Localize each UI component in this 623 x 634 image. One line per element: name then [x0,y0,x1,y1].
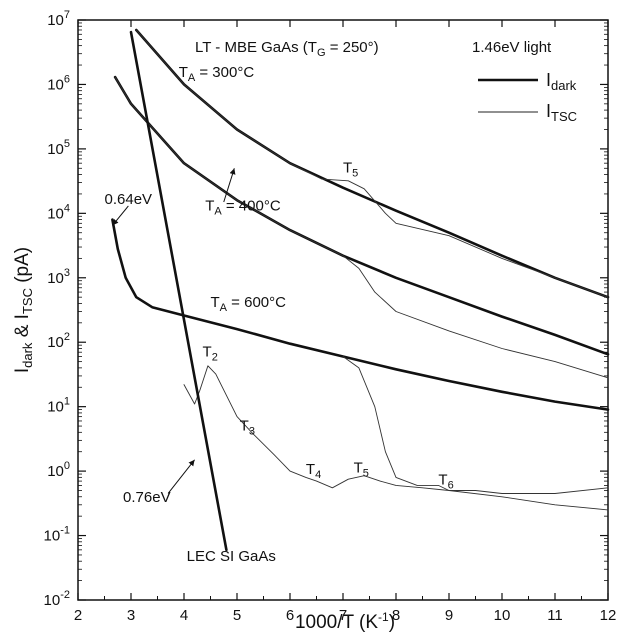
y-tick-label: 101 [47,396,70,416]
x-tick-label: 6 [286,607,294,624]
x-tick-label: 3 [127,607,135,624]
x-tick-label: 5 [233,607,241,624]
legend-label-tsc: ITSC [546,101,577,124]
annotation-arrow [112,205,129,226]
x-tick-label: 7 [339,607,347,624]
y-axis-label: Idark & ITSC (pA) [12,247,35,373]
annotation-label: T2 [203,344,218,364]
annotation-label: TA = 400°C [205,198,281,218]
tsc-curve-1 [135,29,609,298]
annotation-label: T5 [354,460,369,480]
x-tick-label: 11 [547,607,563,624]
annotation-label: T5 [343,160,358,180]
annotation-label: TA = 600°C [211,294,287,314]
x-axis-label: 1000/T (K-1) [295,610,395,633]
y-tick-label: 10-1 [44,525,70,545]
y-tick-label: 103 [47,267,70,287]
x-tick-label: 2 [74,607,82,624]
legend-label-dark: Idark [546,70,577,93]
x-tick-label: 8 [392,607,400,624]
dark-current-curve-7 [129,30,228,552]
y-tick-label: 104 [47,202,70,222]
y-tick-label: 106 [47,73,70,93]
y-tick-label: 105 [47,138,70,158]
chart-title: LT - MBE GaAs (TG = 250°) [195,39,379,59]
x-tick-label: 9 [445,607,453,624]
dark-current-curve-4 [111,218,610,411]
y-tick-label: 10-2 [44,589,70,609]
x-tick-label: 4 [180,607,188,624]
annotation-label: 0.76eV [123,489,171,506]
plot-frame [77,19,609,601]
y-tick-label: 107 [47,9,70,29]
tsc-curve-5 [183,365,609,494]
x-tick-label: 12 [600,607,617,624]
tsc-curve-6 [342,356,609,511]
annotation-label: TA = 300°C [179,64,255,84]
annotation-label: T4 [306,461,321,481]
dark-current-curve-2 [113,75,610,356]
chart-subtitle: 1.46eV light [472,39,552,56]
tsc-curve-3 [114,76,609,379]
x-tick-label: 10 [494,607,511,624]
annotation-label: LEC SI GaAs [187,548,276,565]
annotation-label: 0.64eV [105,191,153,208]
legend: Idark ITSC [478,70,577,124]
y-tick-label: 102 [47,331,70,351]
y-tick-label: 100 [47,460,70,480]
annotation-arrow [167,459,195,494]
annotation-label: T3 [240,417,255,437]
annotation-arrow [223,168,236,203]
annotation-label: T6 [438,471,453,491]
